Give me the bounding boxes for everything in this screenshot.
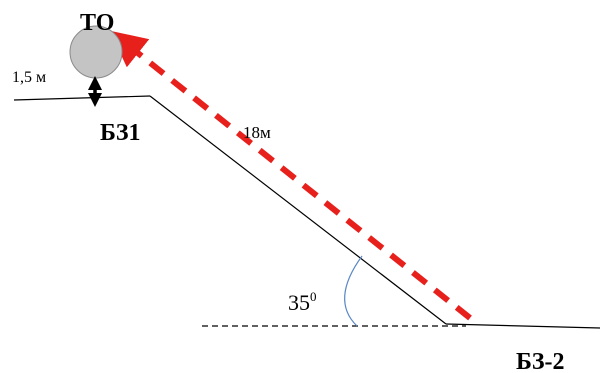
angle-degree: 0 <box>310 289 317 304</box>
height-label: 1,5 м <box>12 69 46 86</box>
point-bottom-label: БЗ-2 <box>516 349 565 373</box>
target-label: ТО <box>80 10 114 36</box>
angle-value: 35 <box>288 290 310 315</box>
slope-line <box>149 95 447 325</box>
distance-label: 18м <box>243 123 271 142</box>
angle-label: 350 <box>288 289 317 315</box>
point-top-label: БЗ1 <box>100 120 141 146</box>
sight-line-arrow <box>109 30 472 321</box>
bottom-ground-line <box>445 323 600 329</box>
angle-arc <box>344 255 363 327</box>
top-ground-line <box>13 95 151 101</box>
